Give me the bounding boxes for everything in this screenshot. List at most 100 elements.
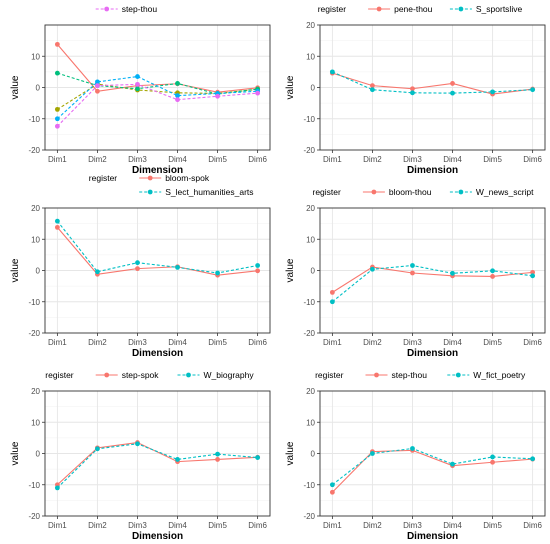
legend-key-step-thou [95, 6, 118, 12]
data-point [410, 86, 415, 92]
series-step-thou [54, 81, 261, 129]
x-axis-title: Dimension [132, 348, 183, 359]
x-tick-label: Dim4 [443, 155, 462, 164]
series-S_lect_humanities_arts [54, 218, 261, 276]
series-line [57, 75, 258, 120]
legend-key-bloom-thou [362, 189, 385, 195]
x-tick-label: Dim6 [523, 338, 542, 347]
legend: register bloom-spok S_lect_humanities_arts [89, 173, 254, 197]
series-line [332, 71, 533, 94]
x-tick-label: Dim6 [248, 521, 267, 530]
data-point [135, 441, 140, 447]
legend-key-point [147, 175, 153, 181]
series-line [56, 44, 258, 93]
x-tick-label: Dim3 [403, 155, 422, 164]
legend-title: register [318, 4, 347, 14]
data-point [215, 451, 220, 457]
data-point [329, 289, 335, 295]
y-tick-label: 10 [31, 52, 40, 61]
legend-key-pene-thou [368, 6, 391, 12]
x-axis-title: Dimension [407, 531, 458, 539]
data-point [54, 116, 60, 122]
data-point [215, 270, 220, 276]
x-tick-label: Dim6 [523, 155, 542, 164]
x-tick-label: Dim2 [363, 155, 382, 164]
series-line [332, 72, 533, 95]
series-line [57, 83, 258, 110]
series-W_news_script [329, 263, 536, 305]
x-tick-label: Dim2 [88, 338, 107, 347]
data-point [490, 268, 495, 274]
series-W_biography [54, 441, 261, 491]
data-point [54, 106, 60, 112]
legend-label: bloom-spok [165, 173, 210, 183]
data-point [329, 482, 335, 488]
x-tick-label: Dim2 [363, 338, 382, 347]
data-point [54, 41, 60, 47]
series-line [332, 264, 533, 303]
data-point [450, 461, 455, 467]
x-tick-label: Dim6 [248, 338, 267, 347]
x-tick-label: Dim2 [363, 521, 382, 530]
data-point [255, 90, 261, 96]
y-tick-label: -10 [303, 481, 315, 490]
legend-label: W_biography [204, 370, 255, 380]
data-point [530, 273, 536, 279]
y-tick-label: 20 [31, 387, 40, 396]
data-point [410, 446, 415, 451]
legend-key-point [186, 372, 191, 378]
chart-panel-4: -20 -10 0 10 20 Dim1 Dim2 Dim3 Dim4 Dim5 Dim6 Dimen… [285, 187, 546, 359]
x-tick-label: Dim1 [48, 521, 67, 530]
y-tick-label: -20 [28, 329, 40, 338]
legend-label: W_fict_poetry [473, 370, 526, 380]
data-point [490, 274, 495, 279]
legend-title: register [45, 370, 74, 380]
legend-key-point [104, 6, 110, 12]
data-point [215, 93, 220, 99]
y-tick-label: -10 [303, 115, 315, 124]
x-axis-title: Dimension [132, 165, 183, 176]
series-line [332, 447, 533, 486]
data-point [54, 123, 60, 129]
panel-border [44, 390, 271, 517]
x-tick-label: Dim1 [323, 155, 342, 164]
data-point [370, 83, 375, 89]
data-point [175, 81, 180, 86]
x-tick-label: Dim3 [128, 521, 147, 530]
data-point [329, 489, 335, 495]
x-tick-label: Dim6 [523, 521, 542, 530]
data-point [95, 446, 100, 452]
y-axis-title: value [285, 258, 296, 282]
series-S_sportslive [329, 69, 536, 96]
data-point [54, 485, 60, 491]
data-point [135, 86, 140, 92]
x-axis-title: Dimension [407, 165, 458, 176]
data-point [490, 454, 495, 460]
y-tick-label: 10 [306, 418, 315, 427]
y-axis-title: value [10, 75, 21, 99]
data-point [175, 93, 180, 99]
y-tick-label: -10 [28, 115, 40, 124]
data-point [450, 90, 455, 96]
x-axis-title: Dimension [132, 531, 183, 539]
y-tick-label: -20 [303, 512, 315, 521]
x-tick-label: Dim1 [48, 155, 67, 164]
y-tick-label: 10 [31, 235, 40, 244]
x-tick-label: Dim1 [323, 338, 342, 347]
legend-key-point [374, 372, 379, 378]
legend-label: W_news_script [476, 187, 534, 197]
data-point [410, 270, 415, 276]
x-tick-label: Dim5 [483, 155, 502, 164]
chart-panel-6: -20 -10 0 10 20 Dim1 Dim2 Dim3 Dim4 Dim5 Dim6 Dimen… [285, 370, 546, 542]
y-tick-label: 0 [311, 267, 316, 276]
data-point [410, 90, 415, 96]
legend-key-W_fict_poetry [447, 372, 470, 378]
x-tick-label: Dim1 [48, 338, 67, 347]
data-point [490, 459, 495, 465]
y-tick-label: 10 [31, 418, 40, 427]
legend-key-W_news_script [449, 189, 472, 195]
data-point [490, 89, 495, 95]
x-tick-label: Dim1 [323, 521, 342, 530]
panel-border [319, 390, 546, 517]
